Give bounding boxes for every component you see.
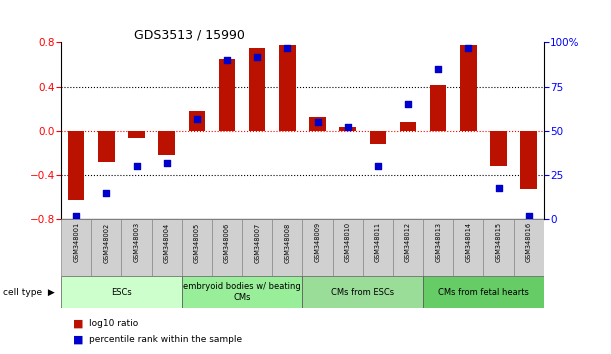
Point [162, 160, 172, 166]
Text: CMs from ESCs: CMs from ESCs [331, 287, 394, 297]
Text: cell type  ▶: cell type ▶ [3, 287, 55, 297]
Bar [61, 219, 91, 276]
Bar [430, 85, 447, 131]
Text: GSM348004: GSM348004 [164, 222, 170, 263]
Text: CMs from fetal hearts: CMs from fetal hearts [438, 287, 529, 297]
Bar [91, 219, 122, 276]
Bar [370, 131, 386, 144]
Point [101, 190, 111, 196]
Point [494, 185, 503, 190]
Point [343, 125, 353, 130]
Text: GSM348014: GSM348014 [466, 222, 471, 262]
Bar [453, 219, 483, 276]
Point [222, 57, 232, 63]
Bar [400, 122, 416, 131]
Text: GSM348009: GSM348009 [315, 222, 321, 262]
Bar [61, 276, 182, 308]
Bar [219, 59, 235, 131]
Bar [309, 116, 326, 131]
Bar [363, 219, 393, 276]
Bar [483, 219, 514, 276]
Text: GSM348010: GSM348010 [345, 222, 351, 262]
Point [433, 66, 443, 72]
Bar [302, 276, 423, 308]
Point [282, 45, 292, 51]
Bar [212, 219, 242, 276]
Bar [393, 219, 423, 276]
Text: GSM348005: GSM348005 [194, 222, 200, 263]
Text: GSM348016: GSM348016 [525, 222, 532, 262]
Text: embryoid bodies w/ beating
CMs: embryoid bodies w/ beating CMs [183, 282, 301, 302]
Point [131, 164, 141, 169]
Text: GSM348006: GSM348006 [224, 222, 230, 263]
Point [373, 164, 382, 169]
Point [524, 213, 533, 219]
Text: GSM348015: GSM348015 [496, 222, 502, 262]
Point [252, 54, 262, 59]
Bar [128, 131, 145, 138]
Text: GSM348001: GSM348001 [73, 222, 79, 262]
Bar [249, 48, 266, 131]
Point [403, 102, 413, 107]
Bar [423, 276, 544, 308]
Bar [423, 219, 453, 276]
Bar [158, 131, 175, 155]
Point [71, 213, 81, 219]
Bar [152, 219, 182, 276]
Text: GSM348003: GSM348003 [134, 222, 139, 262]
Bar [490, 131, 507, 166]
Text: GSM348011: GSM348011 [375, 222, 381, 262]
Bar [122, 219, 152, 276]
Bar [182, 219, 212, 276]
Bar [182, 276, 302, 308]
Text: GSM348012: GSM348012 [405, 222, 411, 262]
Point [192, 116, 202, 121]
Bar [460, 45, 477, 131]
Bar [514, 219, 544, 276]
Text: ■: ■ [73, 335, 84, 345]
Text: GSM348002: GSM348002 [103, 222, 109, 263]
Bar [242, 219, 273, 276]
Bar [339, 127, 356, 131]
Text: ■: ■ [73, 319, 84, 329]
Bar [273, 219, 302, 276]
Text: GSM348013: GSM348013 [435, 222, 441, 262]
Bar [521, 131, 537, 188]
Text: percentile rank within the sample: percentile rank within the sample [89, 335, 242, 344]
Text: GSM348008: GSM348008 [284, 222, 290, 263]
Point [464, 45, 474, 51]
Bar [189, 111, 205, 131]
Bar [279, 45, 296, 131]
Point [313, 119, 323, 125]
Bar [332, 219, 363, 276]
Text: ESCs: ESCs [111, 287, 132, 297]
Bar [98, 131, 115, 162]
Text: GDS3513 / 15990: GDS3513 / 15990 [134, 28, 245, 41]
Bar [68, 131, 84, 200]
Bar [302, 219, 332, 276]
Text: log10 ratio: log10 ratio [89, 319, 138, 329]
Text: GSM348007: GSM348007 [254, 222, 260, 263]
